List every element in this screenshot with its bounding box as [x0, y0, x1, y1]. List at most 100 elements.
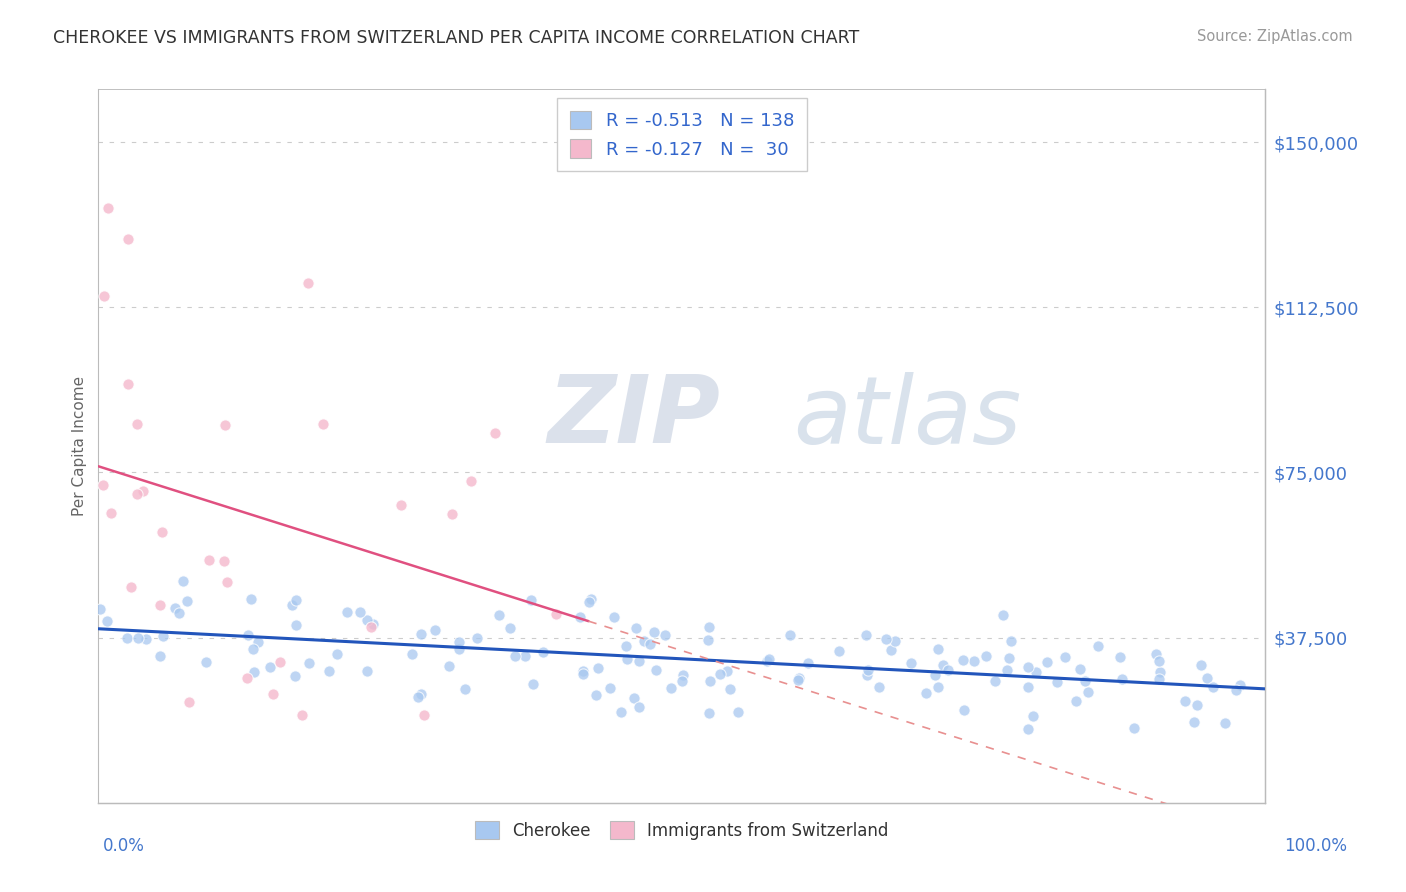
Point: [298, 657, 321, 671]
Point: [755, 654, 778, 668]
Point: [997, 650, 1019, 665]
Point: [519, 593, 541, 607]
Point: [447, 641, 470, 656]
Point: [465, 631, 488, 645]
Point: [900, 657, 922, 671]
Point: [195, 655, 218, 669]
Point: [499, 621, 522, 635]
Point: [269, 655, 291, 669]
Point: [697, 706, 720, 721]
Point: [515, 649, 537, 664]
Point: [441, 508, 464, 522]
Point: [291, 707, 314, 722]
Point: [149, 648, 172, 663]
Point: [581, 592, 603, 607]
Point: [236, 671, 259, 685]
Point: [522, 677, 544, 691]
Point: [828, 644, 851, 658]
Text: atlas: atlas: [793, 372, 1021, 463]
Point: [627, 700, 650, 714]
Point: [1202, 680, 1225, 694]
Point: [1111, 673, 1133, 687]
Point: [1069, 662, 1091, 676]
Point: [167, 607, 190, 621]
Point: [117, 377, 139, 392]
Point: [875, 632, 897, 646]
Point: [616, 652, 638, 666]
Point: [963, 655, 986, 669]
Point: [179, 695, 201, 709]
Point: [132, 484, 155, 499]
Point: [1017, 722, 1039, 736]
Point: [1087, 639, 1109, 653]
Text: ZIP: ZIP: [548, 371, 721, 464]
Point: [389, 499, 412, 513]
Y-axis label: Per Capita Income: Per Capita Income: [72, 376, 87, 516]
Point: [599, 681, 621, 695]
Point: [1197, 672, 1219, 686]
Point: [460, 475, 482, 489]
Point: [336, 605, 359, 619]
Point: [995, 663, 1018, 677]
Point: [503, 649, 526, 664]
Point: [880, 642, 903, 657]
Point: [125, 417, 148, 432]
Point: [868, 680, 890, 694]
Point: [127, 631, 149, 645]
Point: [356, 664, 378, 678]
Point: [284, 669, 307, 683]
Point: [638, 637, 661, 651]
Point: [1122, 721, 1144, 735]
Point: [1017, 660, 1039, 674]
Point: [718, 681, 741, 696]
Point: [643, 625, 665, 640]
Point: [1182, 714, 1205, 729]
Point: [1036, 656, 1059, 670]
Point: [411, 627, 433, 641]
Point: [709, 666, 731, 681]
Point: [150, 524, 173, 539]
Point: [578, 595, 600, 609]
Point: [91, 477, 114, 491]
Point: [240, 592, 263, 607]
Point: [100, 506, 122, 520]
Point: [408, 690, 430, 704]
Point: [349, 605, 371, 619]
Point: [716, 664, 738, 678]
Point: [176, 593, 198, 607]
Point: [447, 634, 470, 648]
Point: [927, 680, 949, 694]
Point: [318, 665, 340, 679]
Point: [1017, 681, 1039, 695]
Point: [856, 663, 879, 677]
Point: [586, 661, 609, 675]
Point: [413, 707, 436, 722]
Point: [936, 663, 959, 677]
Point: [991, 608, 1014, 623]
Point: [247, 634, 270, 648]
Point: [984, 674, 1007, 689]
Point: [787, 671, 810, 685]
Point: [259, 660, 281, 674]
Point: [488, 607, 510, 622]
Point: [454, 681, 477, 696]
Point: [149, 599, 172, 613]
Point: [1025, 665, 1047, 679]
Point: [172, 574, 194, 588]
Point: [1229, 678, 1251, 692]
Point: [1213, 715, 1236, 730]
Point: [242, 641, 264, 656]
Point: [672, 668, 695, 682]
Point: [356, 613, 378, 627]
Point: [285, 618, 308, 632]
Point: [623, 691, 645, 706]
Point: [1187, 698, 1209, 712]
Point: [855, 628, 877, 642]
Point: [1074, 673, 1097, 688]
Point: [312, 417, 335, 431]
Point: [97, 201, 120, 215]
Point: [284, 593, 307, 607]
Point: [627, 654, 650, 668]
Point: [120, 581, 142, 595]
Point: [610, 705, 633, 719]
